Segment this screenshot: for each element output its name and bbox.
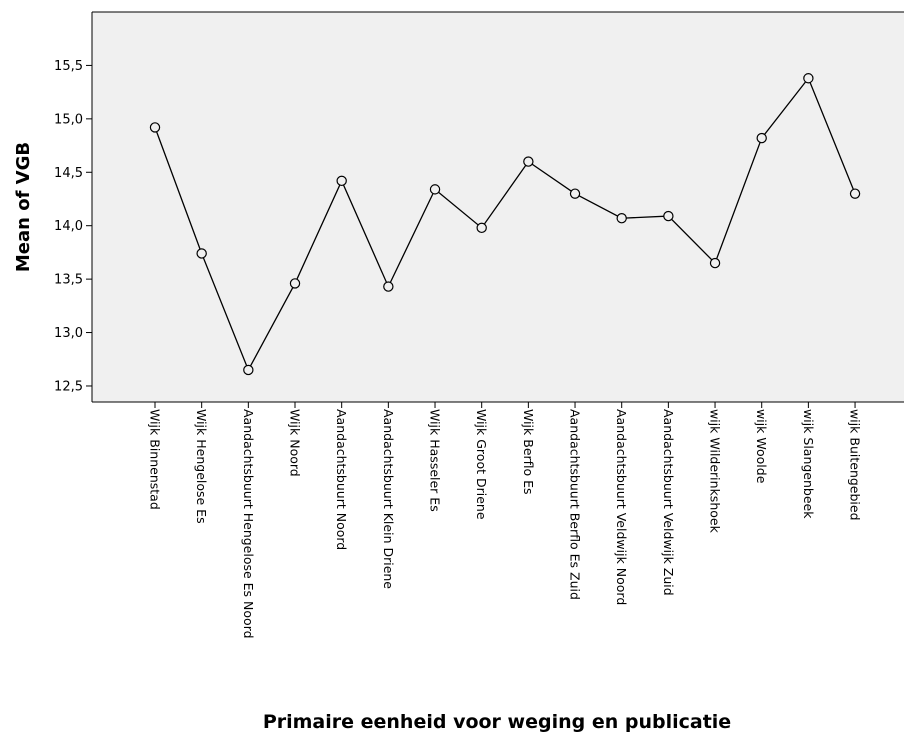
y-axis-ticks: 12,5 13,0 13,5 14,0 14,5 15,0 15,5: [54, 59, 92, 394]
data-point: [149, 122, 161, 133]
x-tick-label: wijk Woolde: [754, 409, 769, 484]
data-point: [523, 156, 534, 167]
x-tick-label: Wijk Binnenstad: [148, 409, 163, 510]
data-point: [616, 213, 627, 224]
data-points: [149, 73, 861, 376]
data-point: [243, 364, 254, 376]
y-tick-label: 13,5: [54, 273, 83, 288]
data-point: [849, 188, 861, 199]
x-axis-title: Primaire eenheid voor weging en publicat…: [263, 711, 731, 733]
x-tick-label: Aandachtsbuurt Klein Driene: [381, 409, 396, 589]
series-line: [154, 76, 856, 372]
y-axis-title: Mean of VGB: [13, 142, 34, 272]
data-point: [336, 175, 347, 187]
x-tick-label: wijk Wilderinkshoek: [708, 409, 723, 534]
x-tick-label: Wijk Noord: [288, 409, 303, 477]
x-axis-ticks: Wijk Binnenstad Wijk Hengelose Es Aandacht…: [148, 402, 863, 639]
x-tick-label: wijk Buitengebied: [848, 409, 863, 521]
data-point: [196, 248, 207, 259]
x-tick-label: Aandachtsbuurt Veldwijk Zuid: [661, 409, 676, 596]
x-tick-label: Aandachtsbuurt Noord: [334, 409, 349, 550]
data-point: [709, 257, 721, 269]
x-tick-label: Aandachtsbuurt Hengelose Es Noord: [241, 409, 256, 639]
x-tick-label: Aandachtsbuurt Berflo Es Zuid: [568, 409, 583, 600]
data-point: [663, 210, 674, 222]
data-point: [383, 281, 394, 292]
x-tick-label: Aandachtsbuurt Veldwijk Noord: [614, 409, 629, 605]
plot-area: [92, 12, 904, 402]
y-tick-label: 14,0: [54, 219, 83, 234]
x-tick-label: wijk Slangenbeek: [801, 409, 816, 519]
x-tick-label: Wijk Berflo Es: [521, 409, 536, 495]
data-point: [803, 73, 814, 84]
y-tick-label: 15,5: [54, 59, 83, 74]
data-point: [476, 222, 487, 234]
x-tick-label: Wijk Hasseler Es: [428, 409, 443, 512]
y-tick-label: 15,0: [54, 112, 83, 127]
y-tick-label: 12,5: [54, 379, 83, 394]
y-tick-label: 14,5: [54, 166, 83, 181]
y-tick-label: 13,0: [54, 326, 83, 341]
x-tick-label: Wijk Groot Driene: [474, 409, 489, 520]
x-tick-label: Wijk Hengelose Es: [194, 409, 209, 524]
data-point: [756, 132, 767, 144]
data-point: [429, 184, 441, 195]
data-point: [289, 278, 301, 289]
data-point: [569, 188, 581, 199]
